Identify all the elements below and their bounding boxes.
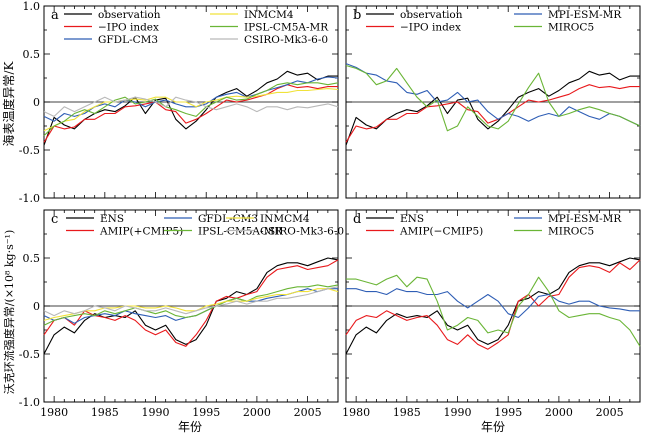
x-tick-label: 2000 xyxy=(545,406,573,419)
y-axis-label-top: 海表温度异常/K xyxy=(1,60,16,146)
legend-label: ENS xyxy=(100,213,124,225)
panel-c: 1980 1985 1990 1995 2000 2005 -1.0 -0.5 0 0.5 c ENS… xyxy=(19,209,344,419)
series-line-miroc5 xyxy=(345,64,641,132)
legend-label: IPSL-CM5A-MR xyxy=(198,226,283,238)
legend-label: AMIP(−CMIP5) xyxy=(399,226,483,238)
series-line-amip-cmip5 xyxy=(43,259,339,347)
y-tick-label: 0.5 xyxy=(23,48,41,61)
legend-label: −IPO index xyxy=(98,22,159,34)
series-line-miroc5 xyxy=(346,274,641,347)
y-tick-label: 1.0 xyxy=(23,0,41,13)
x-tick-label: 1980 xyxy=(40,406,68,419)
legend-label: AMIP(+CMIP5) xyxy=(99,226,183,238)
legend-label: −IPO index xyxy=(400,22,461,34)
legend-label: observation xyxy=(98,9,161,21)
y-tick-label: 0 xyxy=(33,96,40,109)
series-line-ipsl-cm5a-mr xyxy=(43,284,339,326)
legend-label: CSIRO-Mk3-6-0 xyxy=(244,34,328,46)
panel-label: c xyxy=(51,212,58,227)
x-tick-label: 1995 xyxy=(192,406,220,419)
series-line-mpi-esm-mr xyxy=(346,288,640,319)
x-tick-label: 1990 xyxy=(142,406,170,419)
series-line-observation xyxy=(345,70,640,146)
legend-label: ENS xyxy=(400,213,424,225)
legend-label: MIROC5 xyxy=(548,22,594,34)
legend-label: CSIRO-Mk3-6-0 xyxy=(260,226,344,238)
y-tick-label: -1.0 xyxy=(19,192,40,205)
x-tick-label: 2000 xyxy=(243,406,271,419)
panel-a: -1.0 -0.5 0 0.5 1.0 a observation−IPO indexGFD… xyxy=(19,0,339,205)
series-line-mpi-esm-mr xyxy=(345,63,641,127)
legend-label: MPI-ESM-MR xyxy=(548,213,622,225)
legend-label: MPI-ESM-MR xyxy=(548,9,622,21)
legend-label: INMCM4 xyxy=(260,213,310,225)
series-line-csiro-mk3-6-0 xyxy=(43,286,339,317)
series-line-ipo-index xyxy=(43,84,338,143)
x-tick-label: 2005 xyxy=(596,406,624,419)
legend-label: MIROC5 xyxy=(548,226,594,238)
legend-label: GFDL-CM3 xyxy=(98,34,158,46)
panel-label: a xyxy=(51,8,59,23)
panel-label: b xyxy=(353,8,361,23)
series-line-inmcm4 xyxy=(43,88,339,132)
legend-label: observation xyxy=(400,9,463,21)
x-tick-label: 2005 xyxy=(294,406,322,419)
legend-label: GFDL-CM3 xyxy=(198,213,258,225)
legend-label: IPSL-CM5A-MR xyxy=(244,22,329,34)
y-tick-label: -0.5 xyxy=(19,348,40,361)
panel-d: 1980 1985 1990 1995 2000 2005 d ENSAMIP(−CMIP5)… xyxy=(342,209,641,419)
x-tick-label: 1990 xyxy=(444,406,472,419)
x-tick-label: 1980 xyxy=(342,406,370,419)
y-tick-label: 0 xyxy=(33,300,40,313)
series-line-csiro-mk3-6-0 xyxy=(43,96,339,117)
x-axis-label-right: 年份 xyxy=(481,420,505,434)
x-tick-label: 1985 xyxy=(393,406,421,419)
series-line-inmcm4 xyxy=(43,288,339,321)
y-tick-label: -0.5 xyxy=(19,144,40,157)
series-line-ipsl-cm5a-mr xyxy=(43,82,339,136)
x-tick-label: 1995 xyxy=(494,406,522,419)
legend-label: INMCM4 xyxy=(244,9,294,21)
series-line-amip-cmip5 xyxy=(345,259,641,350)
x-axis-label-left: 年份 xyxy=(178,420,202,434)
series-line-ipo-index xyxy=(345,84,640,143)
x-tick-label: 1985 xyxy=(91,406,119,419)
y-axis-label-bottom: 沃克环流强度异常/(×10⁸ kg·s⁻¹) xyxy=(2,230,16,394)
panel-label: d xyxy=(353,212,361,227)
y-tick-label: 0.5 xyxy=(23,252,41,265)
y-tick-label: -1.0 xyxy=(19,396,40,409)
series-line-observation xyxy=(43,70,338,146)
